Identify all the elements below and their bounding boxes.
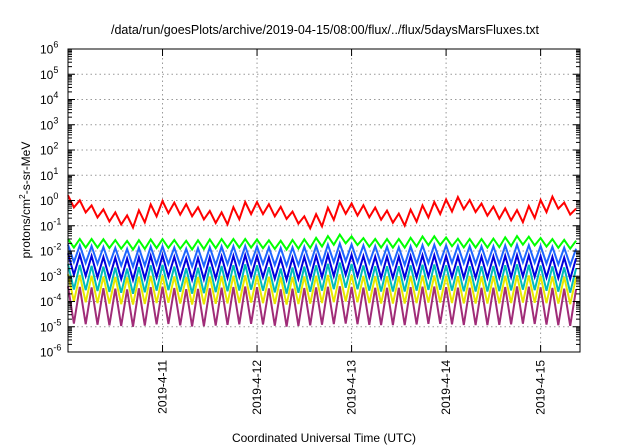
y-tick-exponent: -2 — [53, 242, 61, 252]
y-label-post: -s-sr-MeV — [19, 142, 33, 195]
y-tick-label: 10-2 — [40, 242, 61, 259]
y-tick-exponent: -5 — [53, 317, 61, 327]
y-tick-exponent: 3 — [53, 115, 58, 125]
flux-series-line — [67, 194, 577, 231]
x-tick-label: 2019-4-15 — [534, 360, 548, 415]
y-tick-label: 103 — [40, 115, 58, 132]
y-tick-base: 10 — [40, 169, 54, 183]
series-lines — [67, 194, 578, 327]
flux-series-line — [67, 274, 578, 305]
y-tick-base: 10 — [40, 320, 54, 334]
y-axis-label: protons/cm2-s-sr-MeV — [17, 142, 33, 259]
flux-series-line — [67, 232, 577, 252]
flux-series-line — [67, 249, 578, 284]
y-tick-exponent: 5 — [53, 65, 58, 75]
flux-series-line — [67, 262, 578, 295]
y-tick-label: 10-4 — [40, 292, 61, 309]
y-tick-exponent: -1 — [53, 216, 61, 226]
y-tick-label: 104 — [40, 90, 58, 107]
y-tick-label: 102 — [40, 141, 58, 158]
x-tick-label: 2019-4-13 — [345, 360, 359, 415]
y-tick-base: 10 — [40, 144, 54, 158]
y-tick-base: 10 — [40, 118, 54, 132]
y-tick-label: 10-1 — [40, 216, 61, 233]
y-label-sup: 2 — [17, 194, 27, 199]
y-tick-exponent: 1 — [53, 166, 58, 176]
y-tick-base: 10 — [40, 270, 54, 284]
y-axis-ticks: 10-610-510-410-310-210-11001011021031041… — [40, 40, 580, 360]
y-label-pre: protons/cm — [19, 199, 33, 258]
y-tick-label: 105 — [40, 65, 58, 82]
y-tick-base: 10 — [40, 346, 54, 360]
y-tick-exponent: 4 — [53, 90, 58, 100]
y-tick-label: 101 — [40, 166, 58, 183]
y-tick-exponent: 6 — [53, 40, 58, 50]
flux-series-line — [67, 240, 578, 270]
y-tick-exponent: -6 — [53, 343, 61, 353]
grid-lines — [68, 49, 580, 352]
y-tick-base: 10 — [40, 219, 54, 233]
y-tick-base: 10 — [40, 93, 54, 107]
x-tick-label: 2019-4-11 — [156, 360, 170, 414]
y-tick-label: 10-6 — [40, 343, 61, 360]
y-tick-base: 10 — [40, 245, 54, 259]
x-tick-label: 2019-4-12 — [250, 360, 264, 415]
y-tick-base: 10 — [40, 295, 54, 309]
y-tick-exponent: -4 — [53, 292, 61, 302]
y-tick-exponent: 0 — [53, 191, 58, 201]
y-tick-label: 10-5 — [40, 317, 61, 334]
y-tick-exponent: 2 — [53, 141, 58, 151]
y-tick-base: 10 — [40, 68, 54, 82]
chart-title: /data/run/goesPlots/archive/2019-04-15/0… — [111, 23, 540, 37]
flux-series-line — [67, 286, 578, 327]
y-tick-base: 10 — [40, 43, 54, 57]
y-tick-label: 106 — [40, 40, 58, 57]
x-axis-label: Coordinated Universal Time (UTC) — [232, 431, 416, 445]
x-tick-label: 2019-4-14 — [439, 360, 453, 415]
x-axis-ticks: 2019-4-11 2019-4-12 2019-4-13 2019-4-14 2019… — [156, 49, 548, 415]
y-tick-label: 10-3 — [40, 267, 61, 284]
y-tick-exponent: -3 — [53, 267, 61, 277]
y-tick-label: 100 — [40, 191, 58, 208]
y-tick-base: 10 — [40, 194, 54, 208]
